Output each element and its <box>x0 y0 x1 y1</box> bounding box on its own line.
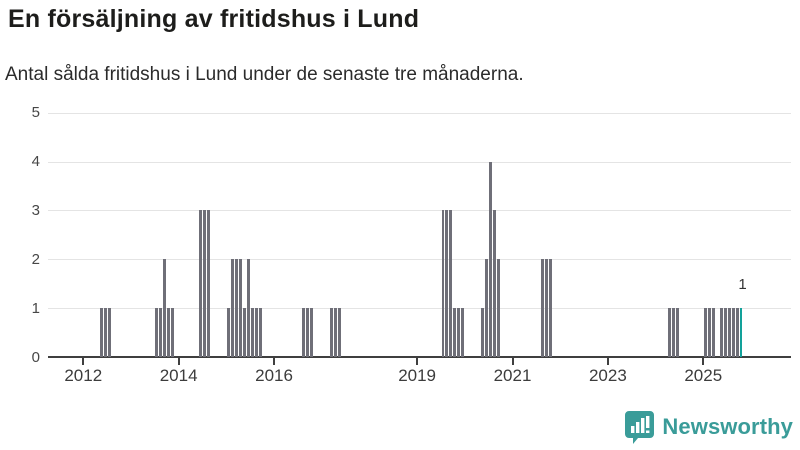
bar-2016-10 <box>310 308 314 357</box>
chart-subtitle: Antal sålda fritidshus i Lund under de s… <box>5 64 524 85</box>
bar-2019-12 <box>461 308 465 357</box>
bar-2020-05 <box>481 308 485 357</box>
bar-2012-07 <box>107 308 111 357</box>
bar-2025-03 <box>711 308 715 357</box>
x-axis-tick-label: 2014 <box>159 366 198 385</box>
gridline-y1 <box>47 308 791 310</box>
bar-2013-10 <box>167 308 171 357</box>
bar-2019-07 <box>441 210 445 357</box>
bar-2015-03 <box>234 259 238 357</box>
newsworthy-logo-text: Newsworthy <box>662 414 793 439</box>
x-axis-tick-label: 2023 <box>588 366 627 385</box>
bar-2016-09 <box>306 308 310 357</box>
gridline-y3 <box>47 210 791 212</box>
bar-2020-07 <box>489 161 493 357</box>
chart-title: En försäljning av fritidshus i Lund <box>8 5 420 33</box>
x-axis-tick-label: 2025 <box>684 366 723 385</box>
bar-2017-05 <box>338 308 342 357</box>
newsworthy-logo-icon <box>624 410 655 444</box>
bar-2015-02 <box>230 259 234 357</box>
x-axis-tickmark <box>177 358 180 365</box>
bar-2025-02 <box>707 308 711 357</box>
y-axis-tick-label: 3 <box>31 201 40 219</box>
bar-2019-10 <box>453 308 457 357</box>
bar-2015-07 <box>250 308 254 357</box>
bar-2013-09 <box>163 259 167 357</box>
bar-2025-08 <box>731 308 735 357</box>
bar-2021-10 <box>548 259 552 357</box>
bar-2016-08 <box>302 308 306 357</box>
bar-2024-04 <box>668 308 671 357</box>
bar-2015-05 <box>242 308 246 357</box>
bar-2013-08 <box>159 308 163 357</box>
bar-2019-09 <box>449 210 453 357</box>
bar-2013-11 <box>171 308 175 357</box>
bar-2015-09 <box>258 308 262 357</box>
bar-2021-09 <box>544 259 548 357</box>
bar-2025-06 <box>723 308 727 357</box>
bar-2019-11 <box>457 308 461 357</box>
x-axis-tick-label: 2019 <box>398 366 437 385</box>
y-axis-tick-label: 1 <box>31 299 40 317</box>
highlight-bar-2025-10 <box>739 308 743 357</box>
bar-2014-08 <box>207 210 210 357</box>
bar-2017-03 <box>330 308 334 357</box>
x-axis-tickmark <box>416 358 419 365</box>
bar-2015-04 <box>238 259 242 357</box>
bar-2014-06 <box>199 210 202 357</box>
x-axis-tick-label: 2012 <box>64 366 103 385</box>
bar-2025-07 <box>727 308 731 357</box>
bar-2024-05 <box>672 308 675 357</box>
x-axis-tickmark <box>606 358 609 365</box>
bar-2020-08 <box>493 210 497 357</box>
y-axis-tick-label: 4 <box>31 153 40 171</box>
bar-2020-09 <box>497 259 501 357</box>
gridline-y4 <box>47 161 791 163</box>
y-axis-tick-label: 5 <box>31 104 40 122</box>
bar-2012-06 <box>103 308 107 357</box>
x-axis-line <box>47 356 791 358</box>
bar-2012-05 <box>99 308 103 357</box>
bar-2014-07 <box>203 210 206 357</box>
bar-2015-01 <box>226 308 230 357</box>
bar-2020-06 <box>485 259 489 357</box>
bar-2021-08 <box>540 259 544 357</box>
bar-2025-09 <box>735 308 739 357</box>
y-axis-tick-label: 0 <box>31 348 40 366</box>
bar-2017-04 <box>334 308 338 357</box>
bar-2015-06 <box>246 259 250 357</box>
latest-value-label: 1 <box>738 276 747 293</box>
newsworthy-logo[interactable]: Newsworthy <box>624 410 793 444</box>
bar-2025-05 <box>719 308 723 357</box>
x-axis-tick-label: 2016 <box>255 366 293 385</box>
y-axis-tick-label: 2 <box>31 250 40 268</box>
x-axis-tick-label: 2021 <box>493 366 532 385</box>
bar-2024-06 <box>676 308 679 357</box>
x-axis-tickmark <box>511 358 514 365</box>
x-axis-tickmark <box>702 358 705 365</box>
bar-2019-08 <box>445 210 449 357</box>
gridline-y5 <box>47 112 791 114</box>
x-axis-tickmark <box>82 358 85 365</box>
bar-2013-07 <box>155 308 159 357</box>
gridline-y2 <box>47 259 791 261</box>
bar-2025-01 <box>703 308 707 357</box>
bar-2015-08 <box>254 308 258 357</box>
x-axis-tickmark <box>273 358 276 365</box>
